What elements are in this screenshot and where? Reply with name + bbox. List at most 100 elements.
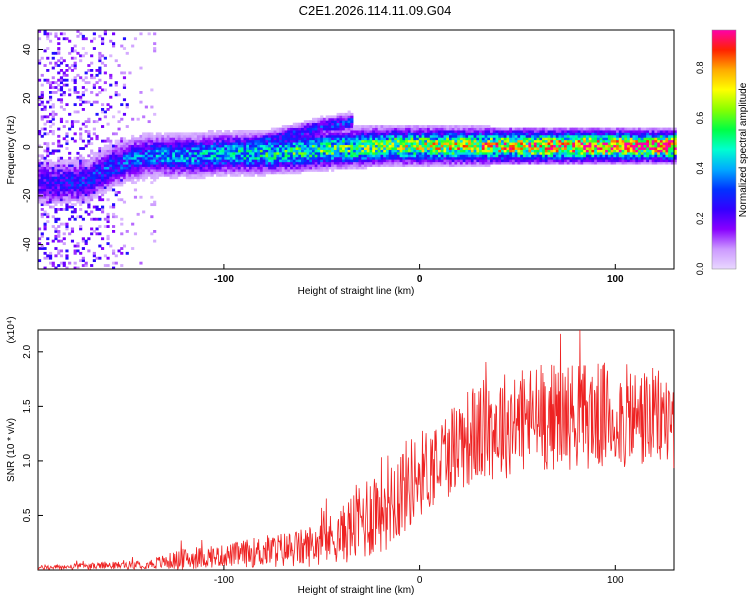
spectrogram-cell [553,139,557,143]
spectrogram-cell [596,142,601,146]
spectrogram-cell [517,144,521,148]
spectrogram-cell [646,142,650,146]
spectrogram-cell [621,142,625,146]
spectrogram-cell [605,132,609,136]
spectrogram-cell [454,151,458,155]
spectrogram-cell [153,47,157,50]
spectrogram-cell [659,132,664,136]
spectrogram-cell [418,144,422,148]
spectrogram-cell [440,125,444,128]
spectrogram-cell [312,166,316,170]
spectrogram-cell [188,169,192,172]
spectrogram-cell [281,137,285,141]
spectrogram-cell [51,132,55,136]
spectrogram-cell [79,195,83,199]
spectrogram-cell [59,120,64,124]
spectrogram-cell [298,151,302,155]
spectrogram-cell [49,166,53,170]
spectrogram-cell [150,105,154,109]
spectrogram-cell [112,205,116,209]
spectrogram-cell [651,137,655,141]
spectrogram-cell [588,154,592,158]
spectrogram-cell [166,154,170,158]
spectrogram-cell [391,130,395,133]
spectrogram-cell [101,54,105,58]
spectrogram-cell [120,154,124,158]
spectrogram-cell [328,161,332,165]
spectrogram-cell [657,142,661,146]
spectrogram-cell [416,134,420,138]
spectrogram-cell [303,156,307,160]
spectrogram-cell [164,151,168,155]
spectrogram-cell [328,149,332,153]
spectrogram-cell [218,137,222,141]
spectrogram-cell [62,159,66,163]
spectrogram-cell [153,49,157,53]
spectrogram-cell [410,159,414,163]
spectrogram-cell [281,154,285,158]
spectrogram-cell [665,149,669,153]
spectrogram-cell [279,147,283,150]
spectrogram-cell [292,144,296,148]
spectrogram-cell [361,125,365,128]
spectrogram-cell [309,169,313,172]
spectrogram-cell [528,132,532,136]
spectrogram-cell [333,164,338,167]
spectrogram-cell [202,151,206,155]
spectrogram-cell [103,144,107,148]
spectrogram-cell [207,159,212,163]
spectrogram-cell [473,142,477,146]
spectrogram-cell [164,164,168,167]
spectrogram-cell [339,132,343,136]
spectrogram-cell [613,161,617,165]
spectrogram-cell [292,147,296,150]
spectrogram-cell [396,127,401,131]
spectrogram-cell [92,186,96,189]
spectrogram-cell [65,161,69,165]
spectrogram-cell [185,159,190,163]
spectrogram-cell [136,156,140,160]
spectrogram-cell [375,149,379,153]
spectrogram-cell [98,217,102,221]
spectrogram-cell [583,161,587,165]
spectrogram-cell [468,132,472,136]
spectrogram-cell [207,137,212,141]
spectrogram-cell [355,147,359,150]
spectrogram-cell [136,164,140,167]
spectrogram-cell [227,132,231,136]
spectrogram-cell [550,139,554,143]
spectrogram-cell [481,134,485,138]
spectrogram-cell [643,161,647,165]
spectrogram-cell [65,103,69,107]
spectrogram-cell [133,188,138,192]
spectrogram-cell [210,142,214,146]
spectrogram-cell [62,191,66,194]
spectrogram-cell [62,186,66,189]
spectrogram-cell [372,127,376,131]
spectrogram-cell [429,132,433,136]
spectrogram-cell [92,230,96,233]
spectrogram-cell [506,139,510,143]
spectrogram-cell [479,132,483,136]
spectrogram-cell [451,137,455,141]
spectrogram-cell [369,161,373,165]
spectrogram-cell [372,159,376,163]
spectrogram-cell [177,132,181,136]
spectrogram-cell [605,139,609,143]
spectrogram-cell [585,156,590,160]
spectrogram-cell [629,151,633,155]
spectrogram-cell [662,161,666,165]
spectrogram-cell [418,154,422,158]
spectrogram-cell [221,137,225,141]
spectrogram-cell [591,161,595,165]
spectrogram-cell [281,171,285,175]
spectrogram-cell [314,142,318,146]
spectrogram-cell [106,122,110,126]
spectrogram-cell [232,139,236,143]
spectrogram-cell [139,195,143,199]
spectrogram-cell [98,183,102,187]
spectrogram-cell [101,208,105,211]
spectrogram-cell [122,98,127,102]
spectrogram-cell [649,159,653,163]
spectrogram-cell [465,154,469,158]
